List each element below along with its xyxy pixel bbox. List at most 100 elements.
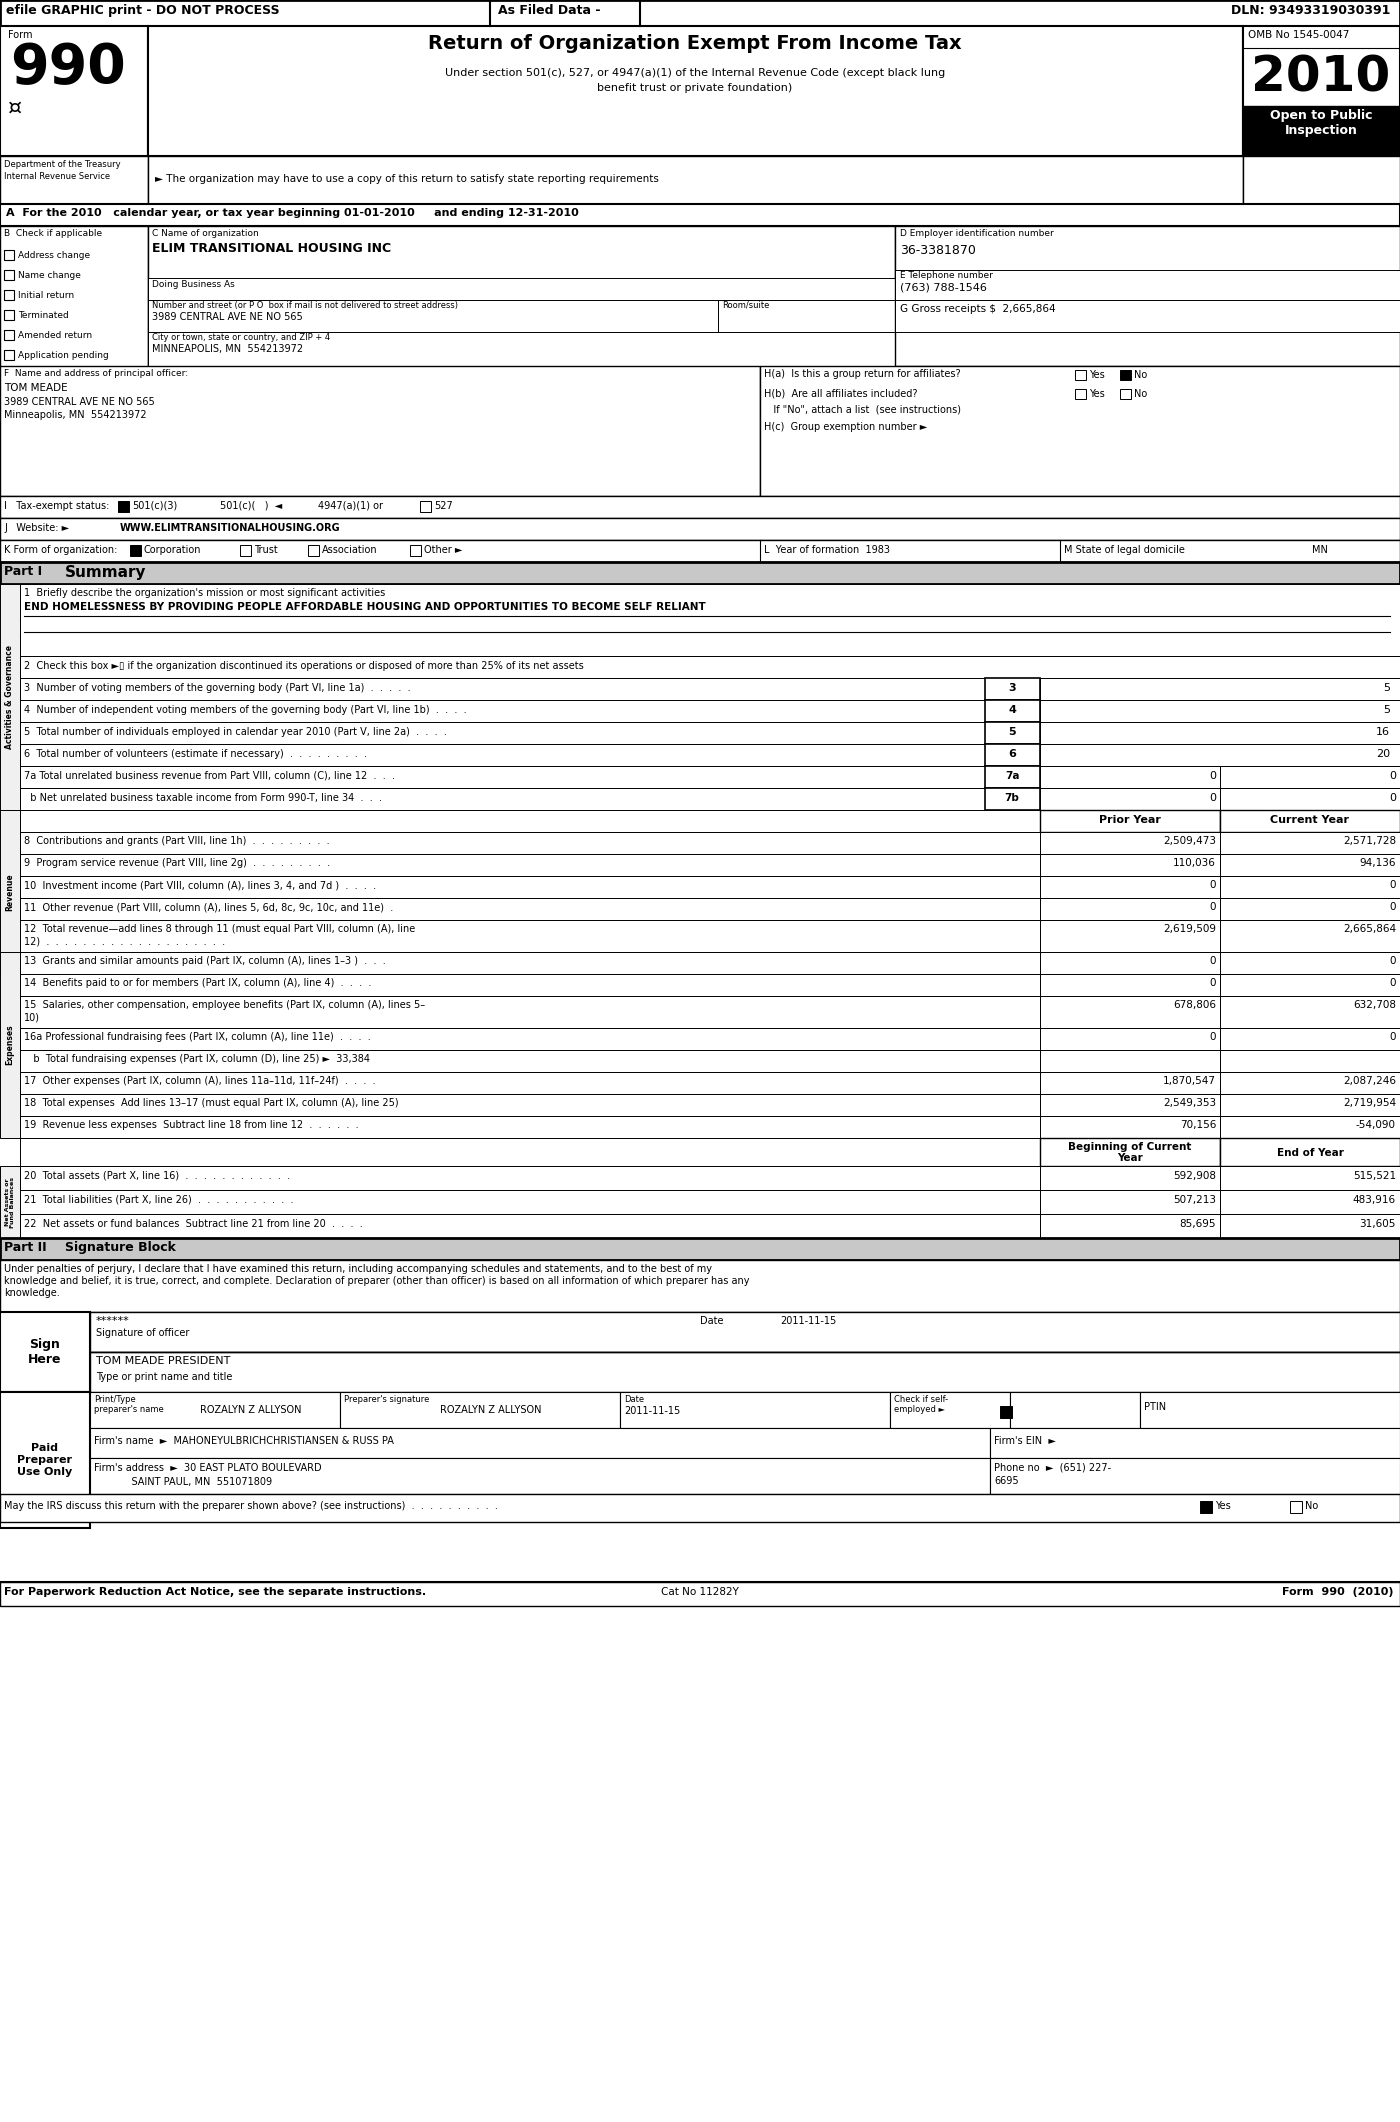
Text: Terminated: Terminated: [18, 312, 69, 320]
Bar: [118, 501, 129, 511]
Bar: [148, 157, 1243, 204]
Bar: [1040, 1027, 1219, 1050]
Bar: [0, 953, 20, 1137]
Text: knowledge and belief, it is true, correct, and complete. Declaration of preparer: knowledge and belief, it is true, correc…: [4, 1275, 749, 1286]
Bar: [20, 953, 1040, 974]
Text: 15  Salaries, other compensation, employee benefits (Part IX, column (A), lines : 15 Salaries, other compensation, employe…: [24, 999, 426, 1010]
Bar: [20, 811, 1040, 832]
Text: 94,136: 94,136: [1359, 857, 1396, 868]
Text: 14  Benefits paid to or for members (Part IX, column (A), line 4)  .  .  .  .: 14 Benefits paid to or for members (Part…: [24, 978, 371, 989]
Text: 0: 0: [1389, 902, 1396, 912]
Bar: [20, 974, 1040, 995]
Text: H(a)  Is this a group return for affiliates?: H(a) Is this a group return for affiliat…: [764, 369, 960, 380]
Bar: [0, 0, 1400, 25]
Text: 3989 CENTRAL AVE NE NO 565: 3989 CENTRAL AVE NE NO 565: [153, 312, 302, 323]
Bar: [760, 365, 1400, 497]
Text: 0: 0: [1210, 881, 1217, 889]
Text: I   Tax-exempt status:: I Tax-exempt status:: [4, 501, 109, 511]
Text: 0: 0: [1389, 978, 1396, 989]
Text: 592,908: 592,908: [1173, 1171, 1217, 1182]
Text: ROZALYN Z ALLYSON: ROZALYN Z ALLYSON: [440, 1405, 542, 1415]
Text: 527: 527: [434, 501, 452, 511]
Text: TOM MEADE: TOM MEADE: [4, 382, 67, 393]
Text: B  Check if applicable: B Check if applicable: [4, 229, 102, 238]
Text: DLN: 93493319030391: DLN: 93493319030391: [1231, 4, 1390, 17]
Text: F  Name and address of principal officer:: F Name and address of principal officer:: [4, 369, 188, 378]
Bar: [1219, 832, 1400, 853]
Bar: [4, 310, 14, 320]
Text: 678,806: 678,806: [1173, 999, 1217, 1010]
Text: No: No: [1305, 1500, 1319, 1511]
Text: 0: 0: [1389, 794, 1396, 802]
Text: J   Website: ►: J Website: ►: [4, 522, 69, 533]
Text: ¤: ¤: [8, 98, 22, 119]
Text: Yes: Yes: [1215, 1500, 1231, 1511]
Bar: [0, 1583, 1400, 1606]
Bar: [1219, 1190, 1400, 1214]
Text: 17  Other expenses (Part IX, column (A), lines 11a–11d, 11f–24f)  .  .  .  .: 17 Other expenses (Part IX, column (A), …: [24, 1076, 375, 1086]
Text: TOM MEADE PRESIDENT: TOM MEADE PRESIDENT: [97, 1356, 231, 1367]
Text: 6: 6: [1008, 749, 1016, 760]
Bar: [20, 832, 1040, 853]
Text: 6  Total number of volunteers (estimate if necessary)  .  .  .  .  .  .  .  .  .: 6 Total number of volunteers (estimate i…: [24, 749, 367, 760]
Text: Signature Block: Signature Block: [64, 1241, 176, 1254]
Bar: [1040, 1050, 1219, 1072]
Text: Internal Revenue Service: Internal Revenue Service: [4, 172, 111, 180]
Text: 12  Total revenue—add lines 8 through 11 (must equal Part VIII, column (A), line: 12 Total revenue—add lines 8 through 11 …: [24, 923, 416, 934]
Bar: [20, 656, 1400, 679]
Bar: [4, 291, 14, 299]
Text: OMB No 1545-0047: OMB No 1545-0047: [1247, 30, 1350, 40]
Text: Under section 501(c), 527, or 4947(a)(1) of the Internal Revenue Code (except bl: Under section 501(c), 527, or 4947(a)(1)…: [445, 68, 945, 79]
Bar: [148, 25, 1243, 157]
Text: 8  Contributions and grants (Part VIII, line 1h)  .  .  .  .  .  .  .  .  .: 8 Contributions and grants (Part VIII, l…: [24, 836, 329, 847]
Text: Address change: Address change: [18, 250, 90, 261]
Text: 10): 10): [24, 1012, 41, 1023]
Text: -54,090: -54,090: [1357, 1120, 1396, 1131]
Bar: [0, 539, 1400, 562]
Text: ELIM TRANSITIONAL HOUSING INC: ELIM TRANSITIONAL HOUSING INC: [153, 242, 391, 255]
Text: 9  Program service revenue (Part VIII, line 2g)  .  .  .  .  .  .  .  .  .: 9 Program service revenue (Part VIII, li…: [24, 857, 330, 868]
Text: 19  Revenue less expenses  Subtract line 18 from line 12  .  .  .  .  .  .: 19 Revenue less expenses Subtract line 1…: [24, 1120, 358, 1131]
Text: G Gross receipts $  2,665,864: G Gross receipts $ 2,665,864: [900, 303, 1056, 314]
Bar: [20, 679, 986, 700]
Text: For Paperwork Reduction Act Notice, see the separate instructions.: For Paperwork Reduction Act Notice, see …: [4, 1587, 426, 1598]
Text: 12)  .  .  .  .  .  .  .  .  .  .  .  .  .  .  .  .  .  .  .  .: 12) . . . . . . . . . . . . . . . . . . …: [24, 936, 225, 946]
Text: 20  Total assets (Part X, line 16)  .  .  .  .  .  .  .  .  .  .  .  .: 20 Total assets (Part X, line 16) . . . …: [24, 1171, 290, 1182]
Bar: [20, 1190, 1040, 1214]
Text: 2011-11-15: 2011-11-15: [780, 1316, 836, 1326]
Bar: [1040, 721, 1400, 745]
Bar: [20, 898, 1040, 921]
Bar: [0, 1260, 1400, 1311]
Text: Minneapolis, MN  554213972: Minneapolis, MN 554213972: [4, 410, 147, 420]
Bar: [90, 1311, 1400, 1352]
Bar: [0, 1392, 90, 1528]
Text: MN: MN: [1312, 545, 1329, 556]
Text: 632,708: 632,708: [1352, 999, 1396, 1010]
Bar: [1040, 1214, 1219, 1237]
Text: 2,665,864: 2,665,864: [1343, 923, 1396, 934]
Text: benefit trust or private foundation): benefit trust or private foundation): [598, 83, 792, 93]
Bar: [1040, 787, 1219, 811]
Text: 11  Other revenue (Part VIII, column (A), lines 5, 6d, 8c, 9c, 10c, and 11e)  .: 11 Other revenue (Part VIII, column (A),…: [24, 902, 393, 912]
Text: Prior Year: Prior Year: [1099, 815, 1161, 825]
Bar: [1219, 974, 1400, 995]
Bar: [4, 269, 14, 280]
Bar: [0, 227, 148, 505]
Bar: [718, 299, 895, 331]
Text: Part II: Part II: [4, 1241, 46, 1254]
Bar: [986, 679, 1040, 700]
Bar: [1219, 876, 1400, 898]
Bar: [986, 721, 1040, 745]
Text: Corporation: Corporation: [144, 545, 202, 556]
Text: Yes: Yes: [1089, 388, 1105, 399]
Text: Sign
Here: Sign Here: [28, 1339, 62, 1367]
Text: efile GRAPHIC print - DO NOT PROCESS: efile GRAPHIC print - DO NOT PROCESS: [6, 4, 280, 17]
Text: Date: Date: [624, 1394, 644, 1405]
Text: 0: 0: [1389, 770, 1396, 781]
Text: Initial return: Initial return: [18, 291, 74, 299]
Bar: [0, 1237, 1400, 1260]
Bar: [1040, 1072, 1219, 1095]
Bar: [1120, 369, 1131, 380]
Bar: [1200, 1500, 1212, 1513]
Bar: [1040, 898, 1219, 921]
